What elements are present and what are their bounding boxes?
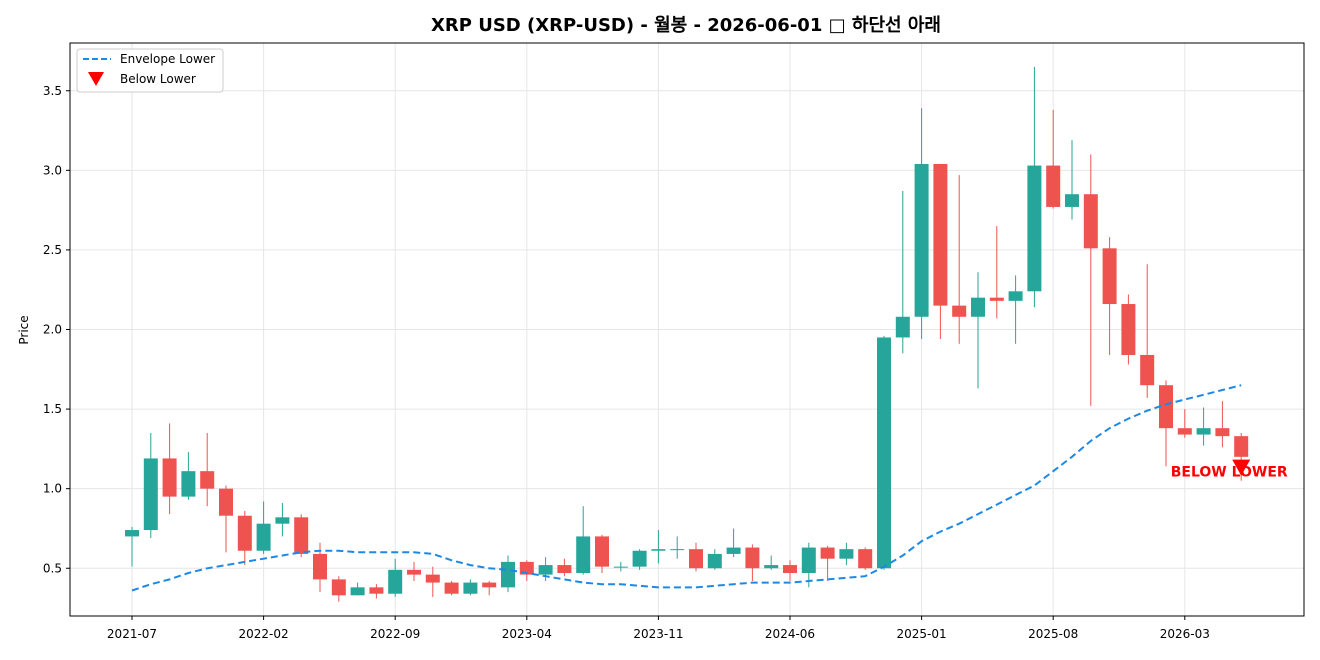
- candle-body: [820, 547, 835, 559]
- candle-body: [670, 549, 685, 551]
- candle-body: [726, 547, 741, 554]
- candle-body: [313, 553, 327, 580]
- legend: Envelope Lower Below Lower: [76, 48, 224, 93]
- candle-body: [237, 515, 252, 551]
- y-tick-label: 3.5: [43, 84, 62, 98]
- candle-body: [1102, 248, 1117, 305]
- candle-body: [294, 517, 309, 554]
- candle-body: [557, 565, 572, 574]
- candle-body: [839, 549, 854, 559]
- candle-body: [538, 565, 553, 575]
- candle-body: [407, 569, 421, 575]
- candle-body: [764, 565, 779, 569]
- candle-body: [1159, 385, 1173, 429]
- x-tick-label: 2025-08: [1028, 627, 1078, 641]
- below-lower-annotation: BELOW LOWER: [1171, 465, 1288, 481]
- candle-body: [256, 523, 271, 551]
- candle-body: [689, 549, 703, 569]
- candle-body: [482, 582, 497, 588]
- y-tick-label: 1.5: [43, 402, 62, 416]
- candle-body: [331, 579, 346, 596]
- candle-body: [1215, 428, 1230, 437]
- candle-body: [369, 587, 384, 594]
- candle-body: [350, 587, 365, 596]
- candle-body: [200, 471, 215, 489]
- candle-body: [1140, 354, 1155, 386]
- x-tick-label: 2022-02: [239, 627, 289, 641]
- candle-body: [1046, 165, 1061, 207]
- candle-body: [801, 547, 816, 574]
- candles: [125, 66, 1249, 602]
- candle-body: [125, 530, 139, 537]
- legend-box: [76, 48, 224, 93]
- y-tick-label: 2.5: [43, 243, 62, 257]
- candle-body: [162, 458, 177, 497]
- x-tick-label: 2021-07: [107, 627, 157, 641]
- candle-body: [651, 549, 666, 551]
- candle-body: [1065, 194, 1079, 207]
- envelope-lower-line: [131, 384, 1242, 592]
- candle-body: [275, 517, 290, 524]
- chart-title: XRP USD (XRP-USD) - 월봉 - 2026-06-01 □ 하단…: [431, 15, 941, 36]
- x-tick-label: 2023-04: [502, 627, 552, 641]
- candle-body: [971, 297, 985, 317]
- candle-body: [1177, 428, 1192, 435]
- y-tick-label: 0.5: [43, 561, 62, 575]
- candle-body: [595, 536, 609, 567]
- y-tick-label: 2.0: [43, 323, 62, 337]
- candle-body: [745, 547, 760, 569]
- candle-body: [501, 561, 515, 588]
- candle-body: [952, 305, 967, 317]
- x-tick-label: 2025-01: [897, 627, 947, 641]
- candle-body: [463, 582, 478, 594]
- candle-body: [877, 337, 891, 569]
- candle-body: [1027, 165, 1042, 292]
- candle-body: [1008, 291, 1023, 301]
- candle-body: [219, 488, 233, 516]
- candle-body: [1234, 436, 1249, 457]
- candle-body: [895, 316, 910, 338]
- candle-body: [444, 582, 459, 594]
- candle-body: [989, 297, 1004, 301]
- candle-body: [181, 471, 196, 497]
- x-tick-label: 2023-11: [633, 627, 683, 641]
- candle-body: [1121, 304, 1136, 355]
- axes: 0.5 1.0 1.5 2.0 2.5 3.0 3.5 2021-07 2022-02 2022-…: [43, 84, 1210, 641]
- candle-body: [783, 565, 797, 574]
- y-tick-label: 1.0: [43, 482, 62, 496]
- candle-body: [707, 553, 722, 569]
- candle-body: [933, 163, 948, 306]
- candle-body: [1196, 428, 1211, 435]
- candle-body: [388, 569, 403, 594]
- candle-body: [632, 550, 647, 567]
- grid-lines: [70, 43, 1304, 616]
- candle-body: [576, 536, 591, 574]
- candle-body: [425, 574, 440, 583]
- x-tick-label: 2022-09: [370, 627, 420, 641]
- legend-marker-swatch: [88, 72, 104, 86]
- legend-envelope-label: Envelope Lower: [120, 52, 215, 66]
- candle-body: [1083, 194, 1098, 249]
- below-lower-marker: [1232, 459, 1251, 476]
- candle-body: [143, 458, 158, 531]
- candle-body: [858, 549, 873, 569]
- signal-layer: BELOW LOWER: [1171, 459, 1288, 481]
- y-axis-label: Price: [17, 315, 31, 344]
- candle-body: [613, 566, 628, 568]
- legend-marker-label: Below Lower: [120, 72, 196, 86]
- x-tick-label: 2024-06: [765, 627, 815, 641]
- candle-body: [914, 163, 929, 317]
- envelope-layer: [131, 384, 1242, 592]
- y-tick-label: 3.0: [43, 163, 62, 177]
- x-tick-label: 2026-03: [1160, 627, 1210, 641]
